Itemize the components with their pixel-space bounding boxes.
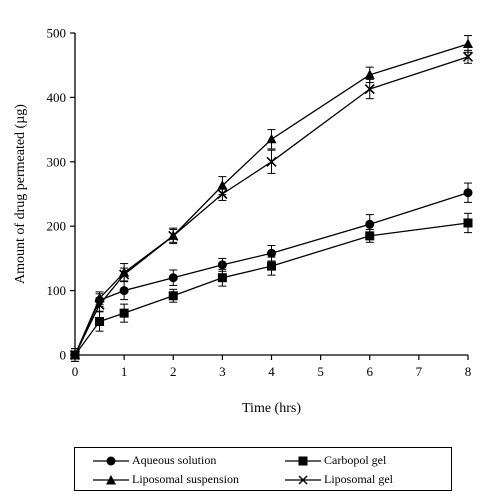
series-layer [69, 35, 474, 362]
legend-item-liposomal-gel: Liposomal gel [285, 472, 393, 487]
data-point [365, 231, 375, 241]
data-point [94, 299, 105, 310]
square-marker-icon [285, 456, 321, 465]
y-axis-title: Amount of drug permeated (µg) [13, 104, 28, 284]
data-point [119, 286, 129, 296]
data-point [463, 188, 473, 198]
data-point [266, 156, 277, 167]
data-point-stroke [217, 188, 228, 200]
data-point [119, 308, 129, 318]
data-point [266, 133, 277, 144]
data-point [267, 248, 276, 258]
data-point [119, 269, 130, 280]
data-point-stroke [94, 299, 105, 310]
legend-label: Liposomal suspension [132, 472, 239, 486]
series-line [74, 56, 469, 356]
data-point [168, 291, 178, 301]
data-point [463, 218, 473, 228]
legend-label: Liposomal gel [324, 472, 393, 486]
x-axis-title: Time (hrs) [242, 401, 301, 416]
legend-label: Carbopol gel [324, 453, 387, 467]
data-point [463, 38, 473, 48]
cross-marker-icon [285, 474, 321, 485]
triangle-marker-icon [93, 474, 129, 484]
series-line [74, 222, 469, 356]
data-point-stroke [168, 230, 179, 241]
y-tick-label: 400 [47, 90, 67, 105]
x-tick-label: 0 [72, 364, 79, 379]
data-point [95, 317, 105, 327]
legend: Aqueous solution Carbopol gel Liposomal … [74, 447, 452, 491]
data-point [217, 260, 227, 270]
data-point [94, 292, 105, 303]
x-tick-label: 8 [465, 364, 472, 379]
legend-item-carbopol-gel: Carbopol gel [285, 453, 386, 468]
x-tick-label: 4 [268, 364, 275, 379]
series-line [74, 43, 469, 356]
data-point [217, 188, 228, 200]
axes: 0 1 2 3 4 5 6 7 8 0 100 200 300 400 500 [47, 26, 472, 380]
series-liposomal-gel [69, 49, 474, 362]
data-point-stroke [364, 83, 375, 95]
legend-label: Aqueous solution [132, 453, 217, 467]
y-tick-label: 100 [47, 283, 67, 298]
data-point [462, 51, 474, 62]
y-tick-label: 200 [47, 219, 67, 234]
legend-item-aqueous-solution: Aqueous solution [93, 453, 216, 468]
y-tick-label: 0 [60, 348, 67, 363]
data-point [267, 261, 276, 271]
data-point [168, 230, 179, 241]
data-point [168, 273, 178, 283]
data-point [364, 69, 375, 79]
circle-marker-icon [93, 456, 129, 465]
series-carbopol-gel [70, 212, 473, 362]
chart: 0 1 2 3 4 5 6 7 8 0 100 200 300 400 500 Time (hrs) Amo… [13, 26, 474, 416]
data-point-stroke [462, 51, 474, 62]
legend-item-liposomal-suspension: Liposomal suspension [93, 472, 239, 487]
data-point [217, 273, 227, 283]
data-point [365, 219, 375, 229]
data-point-stroke [69, 349, 81, 361]
data-point-stroke [266, 156, 277, 167]
data-point [364, 83, 375, 95]
data-point [69, 349, 81, 361]
series-liposomal-suspension [70, 35, 473, 362]
x-tick-label: 5 [317, 364, 324, 379]
x-tick-label: 7 [416, 364, 423, 379]
x-tick-label: 3 [219, 364, 226, 379]
x-tick-label: 2 [170, 364, 177, 379]
data-point-stroke [119, 269, 130, 280]
x-tick-label: 6 [367, 364, 374, 379]
y-tick-label: 500 [47, 26, 67, 41]
y-tick-label: 300 [47, 154, 67, 169]
x-tick-label: 1 [121, 364, 128, 379]
